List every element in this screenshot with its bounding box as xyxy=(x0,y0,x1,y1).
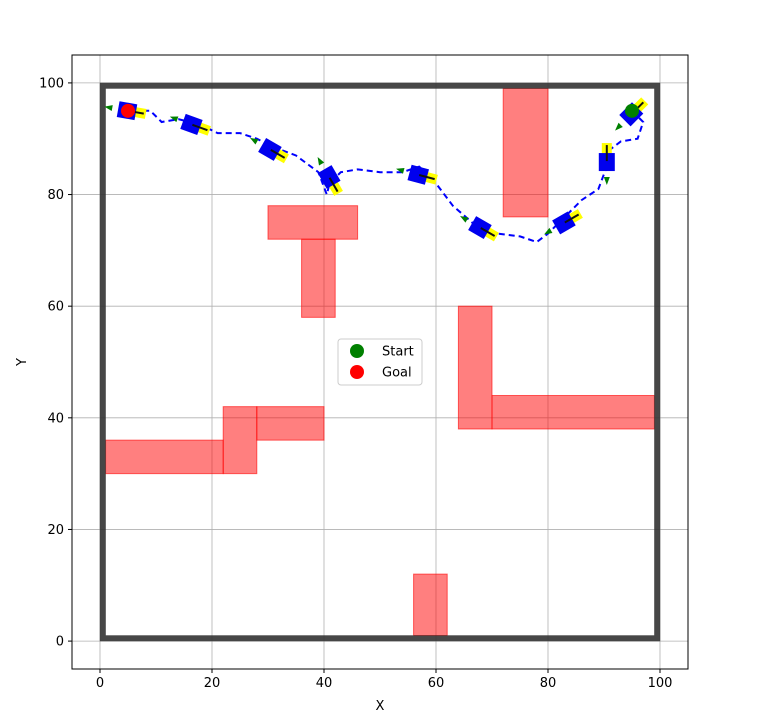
robot-heading-6 xyxy=(250,137,259,145)
robot-heading-5 xyxy=(317,157,325,166)
robot-heading-0 xyxy=(615,122,623,131)
legend-goal-label: Goal xyxy=(382,366,412,381)
x-tick-label-5: 100 xyxy=(648,676,673,691)
obstacle-3 xyxy=(457,305,493,430)
robot-axle-7 xyxy=(192,123,208,132)
robot-body-5 xyxy=(317,165,341,189)
robot-body-7 xyxy=(180,113,203,136)
robot-4 xyxy=(396,164,438,185)
obstacle-8 xyxy=(413,573,448,637)
robot-body-1 xyxy=(598,153,615,172)
axis-ticks: 0 20 40 60 80 100 0 20 40 60 80 100 xyxy=(39,76,672,691)
legend: Start Goal xyxy=(337,338,423,386)
start-goal-markers xyxy=(121,103,639,118)
y-tick-label-2: 40 xyxy=(47,411,64,426)
robot-body-3 xyxy=(468,216,492,239)
boundary-rect xyxy=(99,82,661,642)
obstacle-7 xyxy=(256,406,325,441)
robot-heading-8 xyxy=(104,105,113,111)
y-tick-label-5: 100 xyxy=(39,76,64,91)
legend-goal-marker xyxy=(350,365,364,379)
y-tick-label-3: 60 xyxy=(47,300,64,315)
y-axis-label: Y xyxy=(15,358,30,367)
robot-6 xyxy=(250,137,289,164)
robot-axle-3 xyxy=(480,227,496,237)
x-tick-label-1: 20 xyxy=(204,676,221,691)
goal-marker xyxy=(121,103,135,118)
obstacle-6 xyxy=(222,406,258,475)
robot-7 xyxy=(169,113,212,136)
robot-2 xyxy=(544,209,583,235)
legend-start-marker xyxy=(350,344,364,358)
obstacle-5 xyxy=(105,439,224,475)
y-tick-label-4: 80 xyxy=(47,188,64,203)
robot-body-4 xyxy=(407,164,429,185)
robot-body-2 xyxy=(552,211,576,235)
x-tick-label-0: 0 xyxy=(96,676,104,691)
robot-axle-6 xyxy=(270,149,286,159)
obstacle-0 xyxy=(502,87,549,218)
obstacles xyxy=(105,87,655,637)
robot-body-6 xyxy=(258,137,282,161)
x-tick-label-3: 60 xyxy=(428,676,445,691)
start-marker xyxy=(625,103,639,118)
obstacle-2 xyxy=(301,238,336,318)
robot-poses xyxy=(104,97,649,242)
x-tick-label-2: 40 xyxy=(316,676,333,691)
legend-start-label: Start xyxy=(382,345,414,360)
robot-5 xyxy=(317,157,343,196)
y-tick-label-0: 0 xyxy=(56,635,64,650)
robot-heading-4 xyxy=(396,167,405,174)
obstacle-1 xyxy=(267,205,359,240)
robot-axle-5 xyxy=(328,177,339,193)
axes-frame xyxy=(71,54,689,670)
x-axis-label: X xyxy=(376,699,385,714)
boundary-walls xyxy=(99,82,661,642)
x-tick-label-4: 80 xyxy=(540,676,557,691)
robot-heading-7 xyxy=(169,116,179,123)
robot-3 xyxy=(460,216,499,242)
robot-heading-2 xyxy=(544,227,553,235)
robot-axle-2 xyxy=(564,213,580,224)
robot-axle-4 xyxy=(418,174,435,181)
robot-heading-1 xyxy=(603,177,610,186)
obstacle-4 xyxy=(491,394,655,430)
y-tick-label-1: 20 xyxy=(47,523,64,538)
robot-1 xyxy=(598,143,615,186)
robot-heading-3 xyxy=(460,216,469,223)
